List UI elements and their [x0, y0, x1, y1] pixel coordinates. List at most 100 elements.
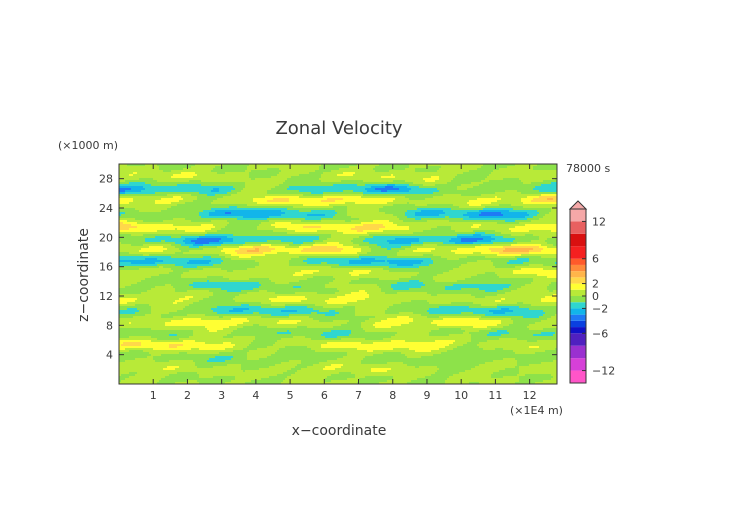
heatmap-cell — [333, 194, 336, 197]
heatmap-cell — [231, 198, 234, 201]
heatmap-cell — [381, 170, 384, 173]
heatmap-cell — [277, 208, 280, 211]
heatmap-cell — [205, 178, 208, 181]
heatmap-cell — [375, 194, 378, 197]
heatmap-cell — [165, 204, 168, 207]
heatmap-cell — [549, 180, 552, 183]
heatmap-cell — [217, 172, 220, 175]
heatmap-cell — [349, 164, 352, 167]
heatmap-cell — [365, 170, 368, 173]
heatmap-cell — [353, 204, 356, 207]
heatmap-cell — [219, 176, 222, 179]
heatmap-cell — [339, 178, 342, 181]
heatmap-cell — [383, 178, 386, 181]
heatmap-cell — [451, 194, 454, 197]
heatmap-cell — [193, 188, 196, 191]
heatmap-cell — [253, 194, 256, 197]
heatmap-cell — [397, 176, 400, 179]
heatmap-cell — [277, 180, 280, 183]
heatmap-cell — [323, 206, 326, 209]
heatmap-cell — [155, 172, 158, 175]
heatmap-cell — [421, 206, 424, 209]
heatmap-cell — [419, 204, 422, 207]
heatmap-cell — [475, 170, 478, 173]
heatmap-cell — [407, 168, 410, 171]
heatmap-cell — [407, 164, 410, 167]
heatmap-cell — [281, 202, 284, 205]
heatmap-cell — [401, 180, 404, 183]
heatmap-cell — [473, 188, 476, 191]
heatmap-cell — [493, 186, 496, 189]
heatmap-cell — [287, 182, 290, 185]
heatmap-cell — [349, 188, 352, 191]
heatmap-cell — [555, 168, 558, 171]
heatmap-cell — [333, 170, 336, 173]
heatmap-cell — [127, 188, 130, 191]
heatmap-cell — [183, 206, 186, 209]
heatmap-cell — [283, 192, 286, 195]
heatmap-cell — [457, 192, 460, 195]
heatmap-cell — [433, 190, 436, 193]
heatmap-cell — [397, 206, 400, 209]
heatmap-cell — [131, 206, 134, 209]
heatmap-cell — [343, 180, 346, 183]
heatmap-cell — [213, 178, 216, 181]
heatmap-cell — [205, 164, 208, 167]
heatmap-cell — [369, 192, 372, 195]
heatmap-cell — [397, 184, 400, 187]
heatmap-cell — [301, 200, 304, 203]
heatmap-cell — [473, 172, 476, 175]
heatmap-cell — [303, 180, 306, 183]
heatmap-cell — [465, 198, 468, 201]
heatmap-cell — [289, 204, 292, 207]
heatmap-cell — [235, 194, 238, 197]
heatmap-cell — [363, 200, 366, 203]
heatmap-cell — [533, 184, 536, 187]
heatmap-cell — [469, 188, 472, 191]
heatmap-cell — [215, 184, 218, 187]
heatmap-cell — [215, 208, 218, 211]
heatmap-cell — [467, 184, 470, 187]
heatmap-cell — [123, 174, 126, 177]
heatmap-cell — [477, 200, 480, 203]
heatmap-cell — [243, 194, 246, 197]
heatmap-cell — [253, 174, 256, 177]
heatmap-cell — [535, 168, 538, 171]
heatmap-cell — [305, 166, 308, 169]
heatmap-cell — [295, 188, 298, 191]
heatmap-cell — [513, 202, 516, 205]
heatmap-cell — [491, 194, 494, 197]
heatmap-cell — [481, 186, 484, 189]
heatmap-cell — [411, 186, 414, 189]
heatmap-cell — [303, 206, 306, 209]
heatmap-cell — [145, 170, 148, 173]
heatmap-cell — [251, 190, 254, 193]
heatmap-cell — [157, 196, 160, 199]
heatmap-cell — [249, 174, 252, 177]
heatmap-cell — [179, 188, 182, 191]
heatmap-cell — [435, 182, 438, 185]
heatmap-cell — [417, 172, 420, 175]
heatmap-cell — [309, 176, 312, 179]
heatmap-cell — [463, 188, 466, 191]
heatmap-cell — [427, 190, 430, 193]
heatmap-cell — [199, 196, 202, 199]
heatmap-cell — [481, 196, 484, 199]
heatmap-cell — [371, 174, 374, 177]
heatmap-cell — [383, 190, 386, 193]
heatmap-cell — [429, 196, 432, 199]
heatmap-cell — [135, 166, 138, 169]
heatmap-cell — [319, 196, 322, 199]
heatmap-cell — [263, 164, 266, 167]
heatmap-cell — [319, 206, 322, 209]
heatmap-cell — [191, 174, 194, 177]
heatmap-cell — [133, 206, 136, 209]
heatmap-cell — [251, 206, 254, 209]
heatmap-cell — [451, 170, 454, 173]
heatmap-cell — [251, 204, 254, 207]
heatmap-cell — [187, 180, 190, 183]
heatmap-cell — [281, 204, 284, 207]
heatmap-cell — [455, 168, 458, 171]
heatmap-cell — [545, 166, 548, 169]
heatmap-cell — [505, 166, 508, 169]
